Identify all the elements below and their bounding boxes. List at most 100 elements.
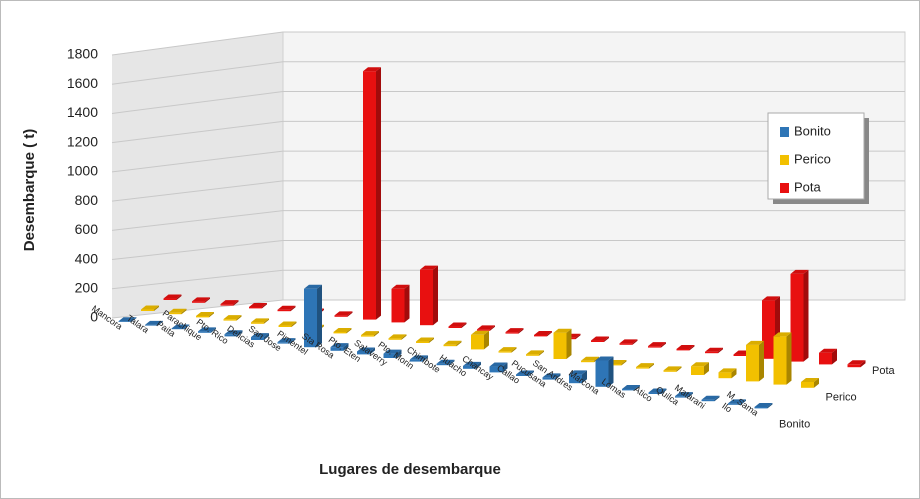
bar-front bbox=[145, 324, 158, 326]
bar-top bbox=[357, 347, 375, 352]
bar bbox=[622, 384, 640, 391]
bar-top bbox=[463, 361, 481, 366]
bar-top bbox=[334, 311, 353, 316]
bar-side bbox=[290, 305, 296, 312]
bar-top bbox=[746, 340, 764, 345]
bar-top bbox=[569, 370, 587, 375]
bar-side bbox=[661, 388, 667, 394]
bar-front bbox=[733, 354, 747, 356]
bar-top bbox=[163, 294, 182, 299]
bar-front bbox=[648, 346, 661, 348]
bar-top bbox=[728, 399, 746, 404]
bar-front bbox=[416, 341, 429, 343]
bars bbox=[118, 67, 866, 409]
bar-side bbox=[676, 366, 682, 372]
bar-front bbox=[516, 374, 529, 376]
bar-top bbox=[168, 308, 187, 313]
bar-side bbox=[181, 308, 187, 315]
bar-top bbox=[420, 265, 438, 270]
x-tick-label: Ilo bbox=[720, 401, 734, 415]
bar-side bbox=[741, 399, 746, 405]
bar-front bbox=[410, 359, 423, 362]
bar-top bbox=[251, 318, 269, 323]
bar bbox=[489, 362, 508, 373]
bar-front bbox=[542, 377, 556, 380]
bar bbox=[277, 338, 296, 344]
bar-front bbox=[249, 306, 262, 309]
bar bbox=[648, 388, 667, 394]
bar-top bbox=[591, 336, 609, 341]
bar-front bbox=[705, 351, 718, 354]
bar-top bbox=[416, 337, 434, 342]
bar-top bbox=[762, 296, 780, 301]
bar-front bbox=[847, 364, 861, 368]
y-axis-title: Desembarque ( t) bbox=[21, 129, 38, 252]
bar-top bbox=[675, 392, 693, 397]
bar-side bbox=[290, 338, 296, 344]
bar-front bbox=[790, 273, 804, 362]
bar bbox=[636, 363, 654, 369]
bar bbox=[145, 320, 163, 326]
bar-front bbox=[251, 322, 264, 324]
bar bbox=[361, 331, 379, 337]
bar-top bbox=[534, 330, 552, 335]
bar bbox=[251, 333, 269, 340]
bar-front bbox=[754, 406, 768, 409]
bar bbox=[477, 325, 495, 331]
bar-front bbox=[471, 334, 484, 350]
bar-side bbox=[449, 359, 455, 366]
bar-side bbox=[264, 333, 269, 340]
bar-front bbox=[569, 374, 582, 384]
bar bbox=[498, 347, 517, 353]
bar-front bbox=[334, 315, 348, 317]
bar bbox=[505, 328, 524, 334]
grid-line bbox=[111, 91, 284, 114]
bar-side bbox=[566, 328, 572, 359]
bar bbox=[516, 370, 534, 376]
bar-top bbox=[224, 330, 243, 335]
bar-side bbox=[237, 330, 243, 337]
bar-top bbox=[718, 368, 737, 373]
bar-side bbox=[236, 315, 242, 321]
bar-front bbox=[595, 360, 609, 387]
bar-side bbox=[502, 362, 508, 373]
bar-side bbox=[233, 300, 239, 306]
bar-front bbox=[443, 344, 457, 347]
bar-top bbox=[249, 302, 267, 307]
bar bbox=[773, 332, 792, 385]
bar-front bbox=[489, 366, 503, 373]
bar bbox=[436, 359, 455, 366]
bar-top bbox=[471, 330, 489, 335]
bar-side bbox=[262, 302, 267, 309]
bar bbox=[463, 361, 481, 369]
bar-top bbox=[847, 360, 866, 365]
bar-side bbox=[518, 328, 524, 334]
bar-top bbox=[251, 333, 269, 338]
bar-top bbox=[196, 311, 214, 316]
bar bbox=[728, 399, 746, 405]
bar-front bbox=[701, 399, 715, 402]
row-label: Bonito bbox=[779, 418, 810, 430]
y-tick-label: 600 bbox=[75, 221, 99, 237]
y-tick-label: 800 bbox=[75, 192, 99, 208]
bar-front bbox=[198, 331, 211, 333]
bar bbox=[334, 311, 353, 317]
bar bbox=[363, 67, 381, 320]
bar-front bbox=[553, 332, 567, 359]
legend: Bonito Perico Pota bbox=[767, 112, 869, 204]
bar-front bbox=[591, 340, 604, 342]
bar-top bbox=[278, 321, 297, 326]
bar bbox=[196, 311, 214, 318]
bar-top bbox=[553, 328, 572, 333]
bar-top bbox=[277, 338, 296, 343]
bar-side bbox=[661, 342, 666, 348]
y-tick-label: 1600 bbox=[67, 75, 98, 91]
bar-front bbox=[746, 344, 759, 382]
bar-front bbox=[330, 347, 344, 351]
bar-front bbox=[391, 288, 405, 323]
bar bbox=[595, 356, 614, 387]
bar bbox=[581, 356, 599, 363]
bar-front bbox=[663, 370, 677, 372]
bar-front bbox=[675, 396, 688, 398]
bar bbox=[171, 324, 190, 330]
